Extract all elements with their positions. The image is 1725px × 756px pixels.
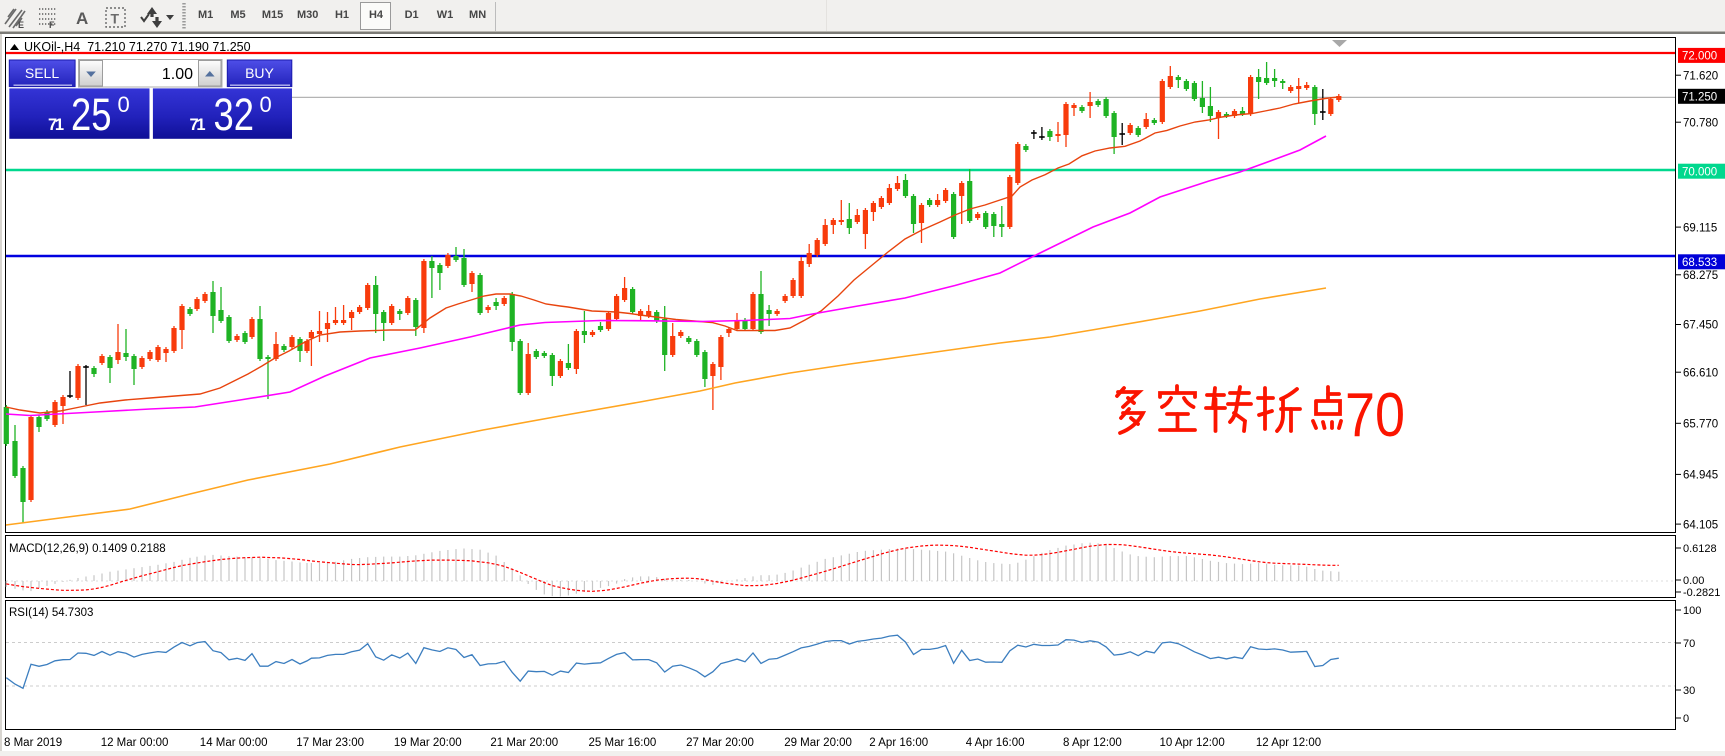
svg-text:0.00: 0.00 [1683, 575, 1704, 587]
svg-text:RSI(14) 54.7303: RSI(14) 54.7303 [9, 607, 93, 619]
svg-text:71: 71 [190, 116, 206, 134]
svg-text:69.115: 69.115 [1683, 222, 1717, 234]
svg-text:2 Apr 16:00: 2 Apr 16:00 [869, 737, 928, 749]
svg-text:21 Mar 20:00: 21 Mar 20:00 [490, 737, 558, 749]
svg-text:68.533: 68.533 [1682, 257, 1717, 269]
svg-text:BUY: BUY [245, 65, 274, 81]
svg-text:10 Apr 12:00: 10 Apr 12:00 [1160, 737, 1225, 749]
svg-text:68.275: 68.275 [1683, 270, 1718, 282]
svg-text:0.6128: 0.6128 [1683, 543, 1717, 555]
svg-text:70.780: 70.780 [1683, 117, 1718, 129]
svg-text:19 Mar 20:00: 19 Mar 20:00 [394, 737, 462, 749]
svg-text:70: 70 [1345, 381, 1405, 450]
svg-text:4 Apr 16:00: 4 Apr 16:00 [966, 737, 1025, 749]
svg-text:1.00: 1.00 [162, 66, 193, 83]
svg-text:0: 0 [260, 92, 272, 117]
svg-text:30: 30 [1683, 685, 1695, 697]
svg-text:25: 25 [71, 89, 112, 140]
svg-text:32: 32 [214, 89, 255, 140]
svg-text:8 Mar 2019: 8 Mar 2019 [4, 737, 62, 749]
svg-text:A: A [76, 9, 88, 28]
svg-text:64.105: 64.105 [1683, 519, 1718, 531]
svg-text:66.610: 66.610 [1683, 367, 1718, 379]
svg-text:67.450: 67.450 [1683, 320, 1718, 332]
svg-text:27 Mar 20:00: 27 Mar 20:00 [686, 737, 754, 749]
svg-text:T: T [111, 11, 120, 27]
svg-text:17 Mar 23:00: 17 Mar 23:00 [296, 737, 364, 749]
svg-text:70.000: 70.000 [1682, 166, 1717, 178]
svg-text:MACD(12,26,9) 0.1409 0.2188: MACD(12,26,9) 0.1409 0.2188 [9, 543, 166, 555]
svg-text:UKOil-,H4 71.210 71.270 71.19: UKOil-,H4 71.210 71.270 71.190 71.250 [24, 40, 251, 54]
svg-text:12 Mar 00:00: 12 Mar 00:00 [101, 737, 169, 749]
svg-text:64.945: 64.945 [1683, 470, 1718, 482]
svg-text:0: 0 [1683, 713, 1689, 725]
svg-text:14 Mar 00:00: 14 Mar 00:00 [200, 737, 268, 749]
svg-text:SELL: SELL [25, 65, 59, 81]
svg-text:F: F [49, 20, 55, 30]
svg-text:71.620: 71.620 [1683, 70, 1718, 82]
svg-text:E: E [18, 20, 24, 30]
svg-text:8 Apr 12:00: 8 Apr 12:00 [1063, 737, 1122, 749]
svg-text:29 Mar 20:00: 29 Mar 20:00 [784, 737, 852, 749]
svg-text:65.770: 65.770 [1683, 419, 1718, 431]
svg-text:71: 71 [48, 116, 64, 134]
svg-text:72.000: 72.000 [1682, 51, 1717, 63]
svg-text:12 Apr 12:00: 12 Apr 12:00 [1256, 737, 1321, 749]
svg-text:100: 100 [1683, 605, 1701, 617]
svg-text:71.250: 71.250 [1682, 92, 1717, 104]
svg-text:0: 0 [118, 92, 130, 117]
svg-text:25 Mar 16:00: 25 Mar 16:00 [589, 737, 657, 749]
svg-text:-0.2821: -0.2821 [1683, 587, 1720, 599]
svg-text:70: 70 [1683, 638, 1695, 650]
